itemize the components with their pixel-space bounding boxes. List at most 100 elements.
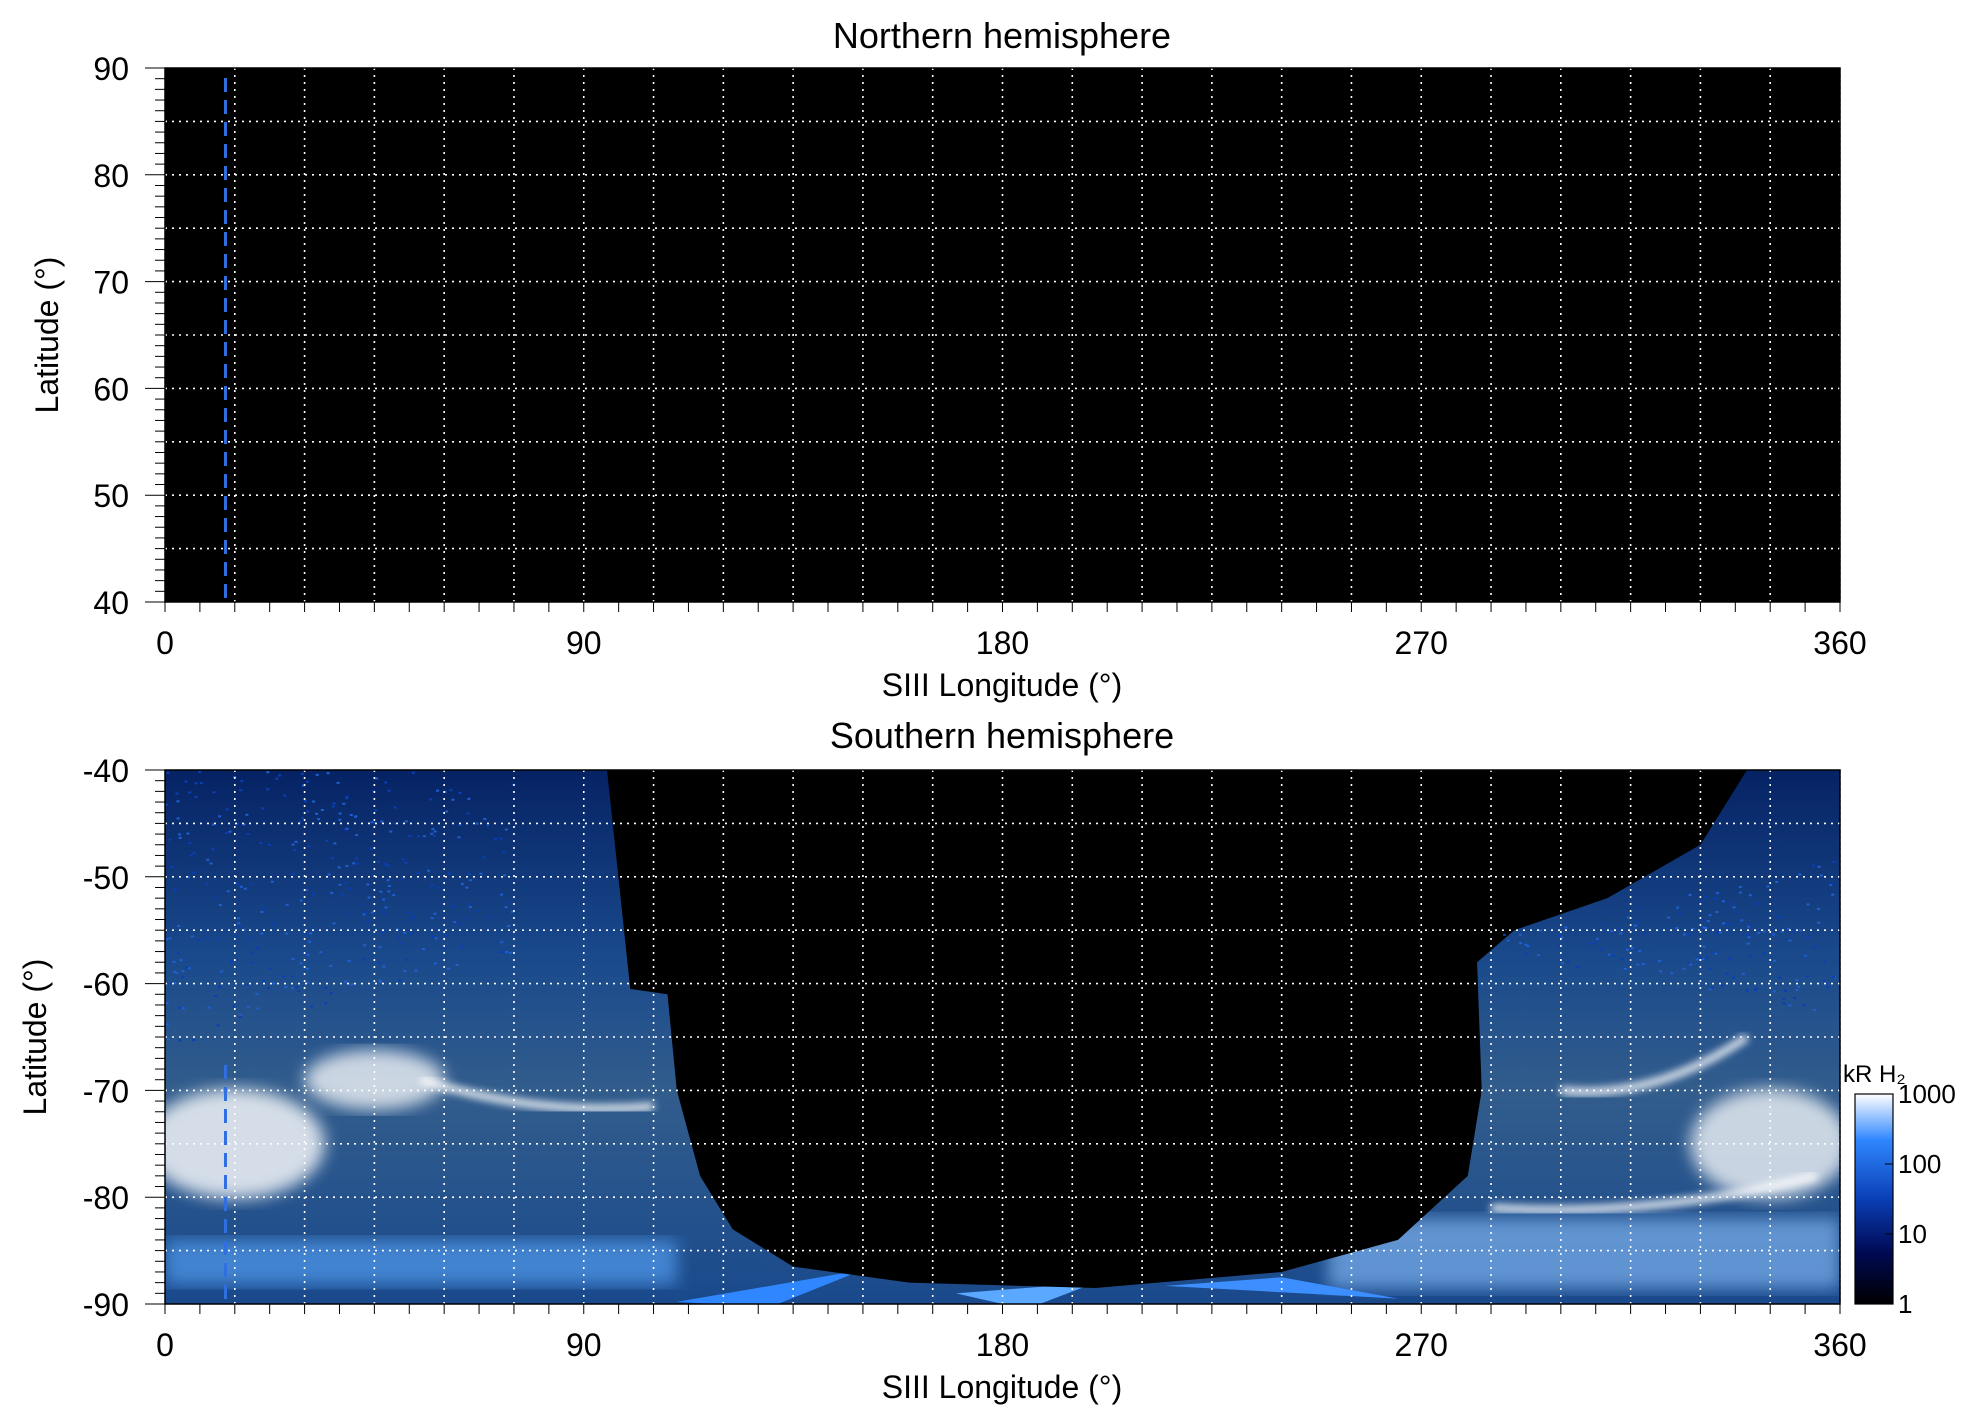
south-xlabel: SIII Longitude (°): [882, 1369, 1122, 1405]
noise-speck: [451, 905, 455, 908]
noise-speck: [389, 830, 393, 833]
noise-speck: [1602, 911, 1606, 914]
noise-speck: [1812, 864, 1816, 867]
noise-speck: [1772, 990, 1776, 993]
noise-speck: [304, 889, 308, 892]
noise-speck: [320, 808, 324, 811]
noise-speck: [1682, 967, 1686, 970]
noise-speck: [188, 842, 192, 845]
noise-speck: [408, 835, 412, 838]
noise-speck: [1539, 929, 1543, 932]
noise-speck: [211, 823, 215, 826]
noise-speck: [197, 939, 201, 942]
y-tick-label: -90: [83, 1287, 129, 1323]
noise-speck: [344, 913, 348, 916]
noise-speck: [177, 924, 181, 927]
colorbar-ticks: 1 10 100 1000: [1885, 1079, 1956, 1319]
noise-speck: [237, 922, 241, 925]
noise-speck: [1506, 939, 1510, 942]
noise-speck: [1817, 907, 1821, 910]
noise-speck: [1797, 985, 1801, 988]
noise-speck: [342, 802, 346, 805]
noise-speck: [466, 812, 470, 815]
noise-speck: [381, 898, 385, 901]
south-auroral-oval: [165, 1033, 1840, 1304]
noise-speck: [370, 821, 374, 824]
noise-speck: [1788, 939, 1792, 942]
noise-speck: [235, 822, 239, 825]
noise-speck: [249, 961, 253, 964]
noise-speck: [433, 834, 437, 837]
noise-speck: [483, 818, 487, 821]
noise-speck: [261, 907, 265, 910]
colorbar-tick-label: 1: [1898, 1289, 1912, 1319]
noise-speck: [329, 964, 333, 967]
noise-speck: [405, 958, 409, 961]
noise-speck: [267, 843, 271, 846]
noise-speck: [382, 965, 386, 968]
noise-speck: [1558, 934, 1562, 937]
noise-speck: [270, 880, 274, 883]
noise-speck: [1700, 918, 1704, 921]
noise-speck: [1678, 913, 1682, 916]
noise-speck: [245, 983, 249, 986]
noise-speck: [311, 800, 315, 803]
noise-speck: [501, 851, 505, 854]
noise-speck: [324, 986, 328, 989]
y-tick-label: 60: [93, 371, 129, 407]
noise-speck: [506, 900, 510, 903]
noise-speck: [306, 953, 310, 956]
noise-speck: [1782, 998, 1786, 1001]
noise-speck: [345, 795, 349, 798]
noise-speck: [1757, 931, 1761, 934]
noise-speck: [1536, 954, 1540, 957]
noise-speck: [1747, 936, 1751, 939]
noise-speck: [179, 959, 183, 962]
noise-speck: [354, 815, 358, 818]
polar-wedge: [955, 1282, 1096, 1304]
noise-speck: [298, 821, 302, 824]
noise-speck: [1502, 933, 1506, 936]
noise-speck: [1781, 915, 1785, 918]
noise-speck: [292, 872, 296, 875]
noise-speck: [1776, 916, 1780, 919]
noise-speck: [458, 791, 462, 794]
noise-speck: [218, 815, 222, 818]
noise-speck: [1748, 894, 1752, 897]
noise-speck: [268, 876, 272, 879]
noise-speck: [347, 959, 351, 962]
noise-speck: [352, 862, 356, 865]
noise-speck: [1741, 972, 1745, 975]
noise-speck: [336, 781, 340, 784]
noise-speck: [1795, 989, 1799, 992]
noise-speck: [337, 866, 341, 869]
noise-speck: [499, 951, 503, 954]
noise-speck: [1786, 927, 1790, 930]
noise-speck: [1610, 930, 1614, 933]
noise-speck: [429, 798, 433, 801]
noise-speck: [216, 938, 220, 941]
noise-speck: [1595, 937, 1599, 940]
noise-speck: [393, 806, 397, 809]
noise-speck: [332, 802, 336, 805]
noise-speck: [1704, 896, 1708, 899]
noise-speck: [465, 886, 469, 889]
noise-speck: [1799, 929, 1803, 932]
noise-speck: [225, 808, 229, 811]
noise-speck: [1822, 979, 1826, 982]
noise-speck: [292, 849, 296, 852]
noise-speck: [186, 876, 190, 879]
noise-speck: [387, 789, 391, 792]
noise-speck: [343, 828, 347, 831]
polar-band-right: [1328, 1218, 1840, 1289]
panel-north: Northern hemisphere 40 50 60 70 80 90 0 90 180 27…: [29, 15, 1867, 703]
noise-speck: [245, 813, 249, 816]
noise-speck: [442, 946, 446, 949]
noise-speck: [431, 828, 435, 831]
noise-speck: [331, 805, 335, 808]
noise-speck: [457, 836, 461, 839]
noise-speck: [1689, 963, 1693, 966]
noise-speck: [1715, 910, 1719, 913]
bright-arc: [1490, 1171, 1818, 1214]
noise-speck: [1636, 920, 1640, 923]
